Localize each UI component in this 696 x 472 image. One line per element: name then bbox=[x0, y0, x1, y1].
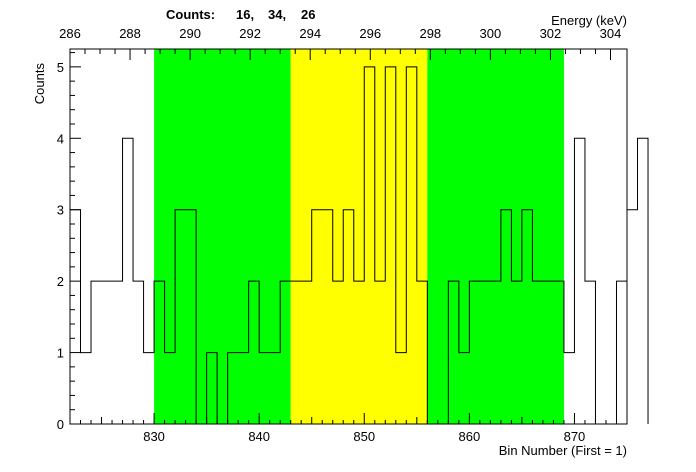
x-tick-label: 870 bbox=[564, 429, 586, 444]
x-tick-label: 860 bbox=[459, 429, 481, 444]
integration-regions bbox=[154, 49, 564, 424]
y-tick-label: 5 bbox=[57, 60, 64, 75]
y-tick-label: 0 bbox=[57, 417, 64, 432]
y-tick-label: 4 bbox=[57, 131, 64, 146]
energy-tick-label: 298 bbox=[419, 26, 441, 41]
x-tick-label: 840 bbox=[248, 429, 270, 444]
energy-tick-label: 294 bbox=[299, 26, 321, 41]
y-tick-label: 3 bbox=[57, 203, 64, 218]
plot-frame bbox=[69, 48, 628, 425]
energy-tick-label: 290 bbox=[179, 26, 201, 41]
x-axis-label: Bin Number (First = 1) bbox=[499, 443, 627, 458]
y-tick-label: 1 bbox=[57, 346, 64, 361]
counts-value-right: 26 bbox=[301, 7, 315, 22]
energy-tick-label: 300 bbox=[480, 26, 502, 41]
energy-tick-label: 302 bbox=[540, 26, 562, 41]
axis-ticks: 830 840 850 860 870 0 1 2 3 4 5 286 288 290 292 294 296 2… bbox=[57, 26, 628, 444]
y-axis-label: Counts bbox=[32, 63, 47, 105]
energy-tick-label: 292 bbox=[239, 26, 261, 41]
counts-value-left: 16, bbox=[236, 7, 254, 22]
histogram-line bbox=[69, 66, 649, 425]
x-tick-label: 850 bbox=[353, 429, 375, 444]
energy-tick-label: 304 bbox=[600, 26, 622, 41]
energy-tick-label: 288 bbox=[119, 26, 141, 41]
region-1 bbox=[290, 49, 428, 424]
energy-tick-label: 296 bbox=[359, 26, 381, 41]
counts-label: Counts: bbox=[166, 7, 215, 22]
energy-tick-label: 286 bbox=[59, 26, 81, 41]
energy-axis-label: Energy (keV) bbox=[551, 13, 627, 28]
counts-value-center: 34, bbox=[268, 7, 286, 22]
region-2 bbox=[427, 49, 564, 424]
x-tick-label: 830 bbox=[143, 429, 165, 444]
y-tick-label: 2 bbox=[57, 274, 64, 289]
region-0 bbox=[154, 49, 291, 424]
